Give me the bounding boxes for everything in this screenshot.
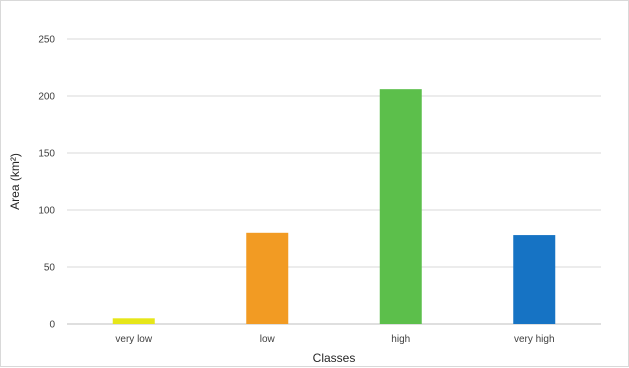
- x-tick-label: low: [260, 334, 276, 345]
- bars: [112, 89, 556, 324]
- x-tick-label: very high: [514, 334, 555, 345]
- y-tick-label: 200: [38, 92, 55, 103]
- x-axis-tick-labels: very low low high very high: [115, 334, 554, 345]
- x-tick-label: high: [391, 334, 410, 345]
- x-axis-title: Classes: [313, 351, 356, 365]
- gridlines: [67, 38, 601, 325]
- x-tick-label: very low: [115, 334, 152, 345]
- y-axis-tick-labels: 0 50 100 150 200 250: [38, 35, 55, 331]
- y-tick-label: 50: [44, 263, 56, 274]
- bar-high: [379, 89, 422, 324]
- y-tick-label: 0: [49, 320, 55, 331]
- y-axis-title: Area (km²): [8, 153, 22, 210]
- bar-very-high: [513, 235, 556, 324]
- bar-very-low: [112, 318, 155, 324]
- y-tick-label: 250: [38, 35, 55, 46]
- bar-low: [246, 232, 289, 324]
- y-tick-label: 100: [38, 206, 55, 217]
- y-tick-label: 150: [38, 149, 55, 160]
